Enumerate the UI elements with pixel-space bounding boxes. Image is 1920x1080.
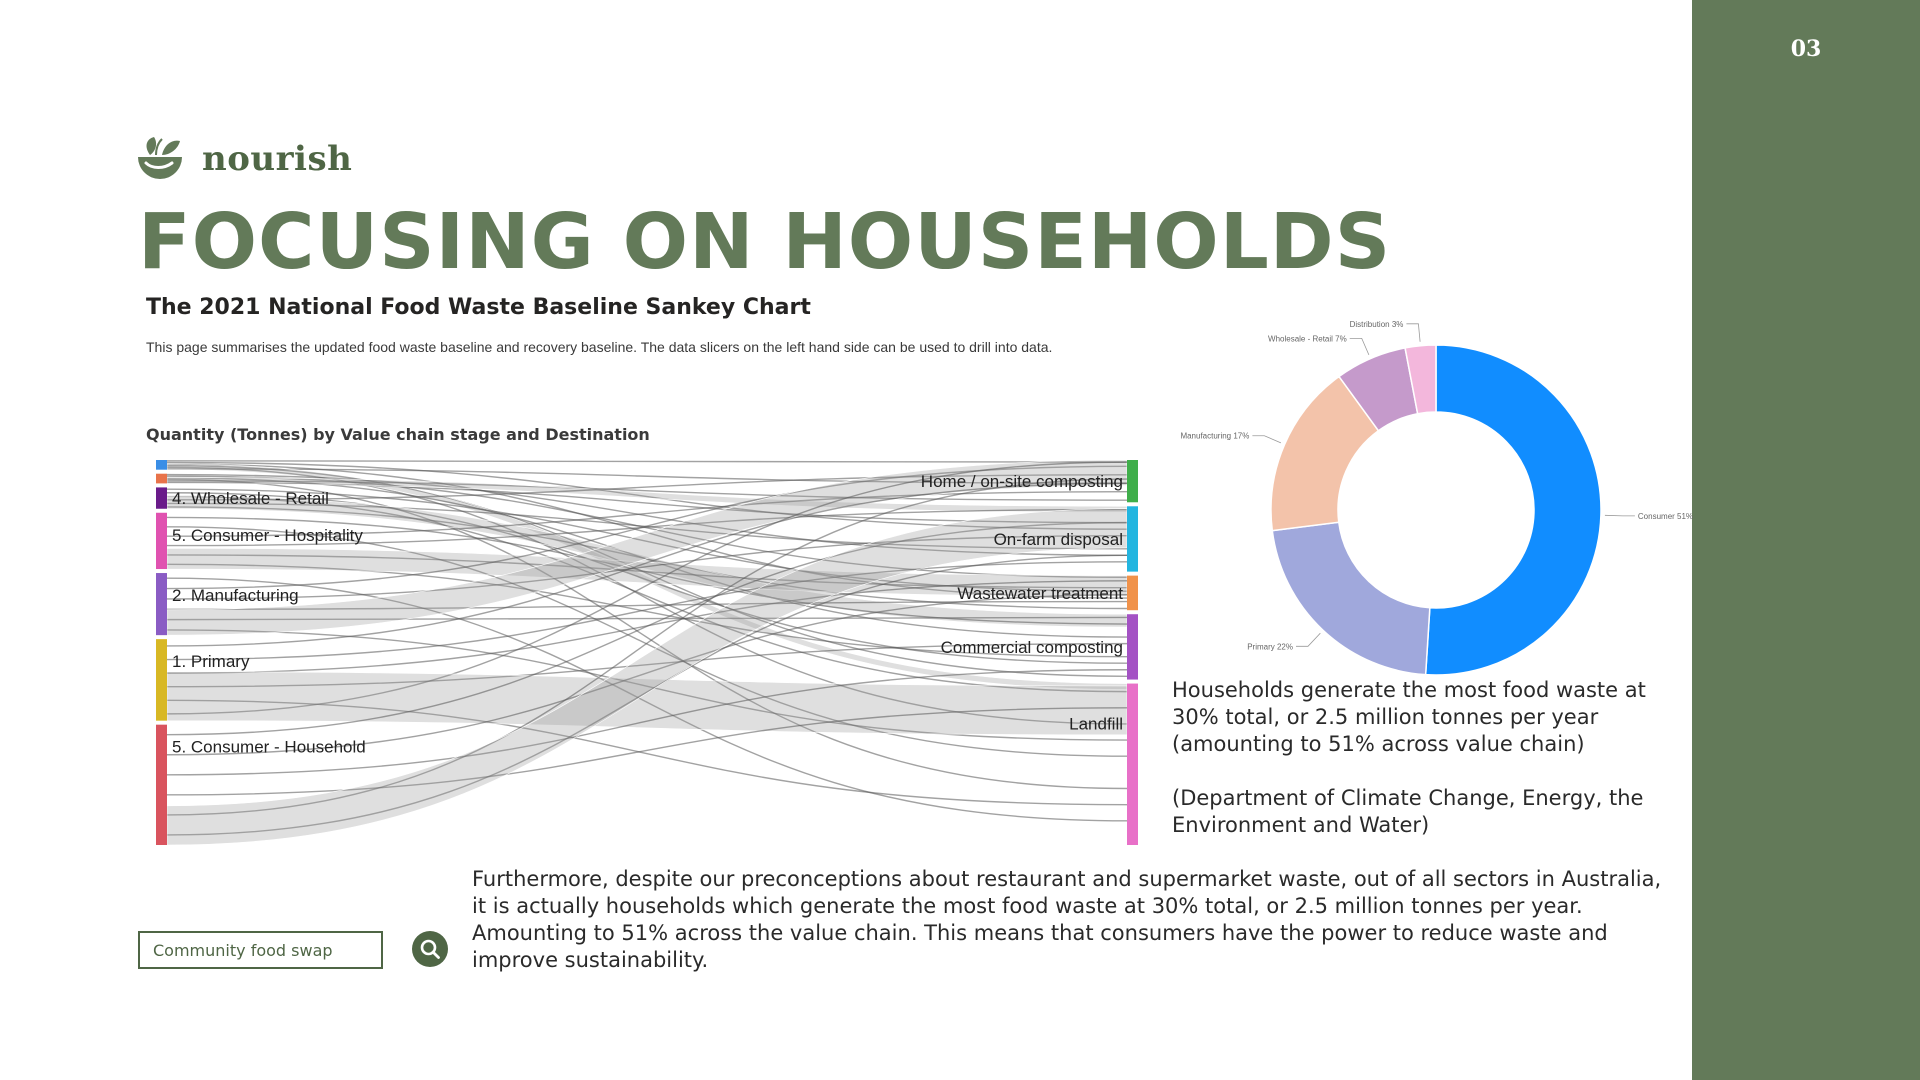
sankey-link bbox=[166, 521, 1128, 736]
donut-slice bbox=[1404, 344, 1437, 415]
brand-name: nourish bbox=[202, 139, 353, 179]
sankey-link bbox=[166, 554, 1128, 836]
sankey-link bbox=[166, 699, 1128, 806]
sankey-link bbox=[166, 642, 1128, 688]
side-panel bbox=[1692, 0, 1920, 1080]
body-text: Furthermore, despite our preconceptions … bbox=[472, 867, 1662, 972]
sankey-link bbox=[166, 534, 1128, 600]
side-text: Households generate the most food waste … bbox=[1172, 677, 1672, 839]
sankey-destination-label: Home / on-site composting bbox=[921, 472, 1123, 491]
sankey-destination-node bbox=[1127, 575, 1138, 611]
sankey-link bbox=[166, 502, 1128, 550]
sankey-source-node bbox=[156, 512, 167, 570]
sankey-destination-node bbox=[1127, 614, 1138, 680]
sankey-chart-subtitle: Quantity (Tonnes) by Value chain stage a… bbox=[146, 425, 650, 444]
sankey-source-node bbox=[156, 473, 167, 484]
donut-leader-line bbox=[1295, 632, 1321, 647]
sankey-source-label: 2. Manufacturing bbox=[172, 586, 299, 605]
brand-logo: nourish bbox=[134, 133, 352, 185]
donut-slice-label: Manufacturing 17% bbox=[1180, 432, 1249, 441]
donut-slice-label: Primary 22% bbox=[1247, 642, 1293, 651]
donut-chart: Consumer 51% Primary 22% Manufacturing 17%… bbox=[1180, 320, 1693, 676]
sankey-link bbox=[166, 616, 1128, 621]
sankey-source-label: 4. Wholesale - Retail bbox=[172, 489, 329, 508]
sankey-link bbox=[166, 461, 1128, 715]
leaf-bowl-icon bbox=[138, 137, 182, 179]
sankey-source-node bbox=[156, 460, 167, 470]
sankey-link bbox=[166, 707, 1128, 796]
donut-leader-line bbox=[1349, 337, 1370, 356]
search-icon bbox=[420, 939, 440, 959]
sankey-link bbox=[166, 463, 1128, 599]
donut-leader-line bbox=[1604, 514, 1635, 517]
side-text-paragraph: Households generate the most food waste … bbox=[1172, 678, 1646, 756]
sankey-link bbox=[166, 461, 1128, 530]
sankey-links bbox=[166, 459, 1128, 846]
sankey-source-node bbox=[156, 487, 167, 509]
sankey-destination-node bbox=[1127, 460, 1138, 503]
sankey-link bbox=[166, 577, 1128, 822]
sankey-link bbox=[166, 478, 1128, 816]
sankey-link bbox=[166, 482, 1128, 647]
sankey-destination-label: Commercial composting bbox=[941, 638, 1123, 657]
sankey-chart: 4. Wholesale - Retail 5. Consumer - Hospi… bbox=[156, 459, 1138, 846]
sankey-link bbox=[166, 561, 1128, 661]
donut-slice-label: Wholesale - Retail 7% bbox=[1268, 334, 1347, 343]
sankey-link bbox=[166, 593, 1128, 756]
sankey-source-node bbox=[156, 639, 167, 721]
sankey-link bbox=[166, 600, 1128, 610]
sankey-link bbox=[166, 580, 1128, 674]
side-text-source: (Department of Climate Change, Energy, t… bbox=[1172, 786, 1644, 837]
sankey-destination-label: On-farm disposal bbox=[994, 530, 1123, 549]
donut-slice-label: Consumer 51% bbox=[1638, 512, 1693, 521]
sankey-link bbox=[166, 669, 1128, 776]
sankey-source-label: 5. Consumer - Household bbox=[172, 738, 366, 757]
page-number: 03 bbox=[1790, 36, 1822, 62]
search-button[interactable] bbox=[412, 931, 448, 967]
donut-slice bbox=[1271, 521, 1431, 676]
donut-leader-line bbox=[1252, 435, 1282, 444]
sankey-source-label: 1. Primary bbox=[172, 652, 250, 671]
sankey-link bbox=[166, 526, 1128, 757]
search-input[interactable]: Community food swap bbox=[138, 931, 383, 969]
sankey-link bbox=[166, 460, 1128, 463]
sankey-destination-label: Landfill bbox=[1069, 715, 1123, 734]
donut-slice bbox=[1424, 344, 1602, 676]
donut-leader-line bbox=[1406, 323, 1421, 342]
sankey-panel-title: The 2021 National Food Waste Baseline Sa… bbox=[146, 295, 811, 320]
sankey-source-label: 5. Consumer - Hospitality bbox=[172, 526, 363, 545]
sankey-source-node bbox=[156, 724, 167, 845]
sankey-link bbox=[166, 465, 1128, 590]
sankey-destination-node bbox=[1127, 506, 1138, 572]
sankey-link bbox=[166, 468, 1128, 484]
sankey-destination-label: Wastewater treatment bbox=[957, 584, 1123, 603]
sankey-source-node bbox=[156, 573, 167, 636]
sankey-destination-node bbox=[1127, 683, 1138, 845]
page-title: FOCUSING ON HOUSEHOLDS bbox=[138, 198, 1392, 287]
sankey-link bbox=[166, 495, 1128, 693]
donut-slice-label: Distribution 3% bbox=[1350, 320, 1404, 329]
sankey-panel-description: This page summarises the updated food wa… bbox=[146, 339, 1053, 355]
